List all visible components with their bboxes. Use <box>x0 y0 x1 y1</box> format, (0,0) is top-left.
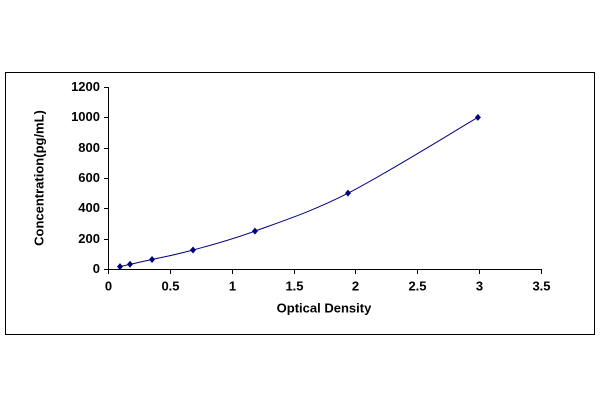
x-axis-title: Optical Density <box>277 300 372 315</box>
x-tick-label: 1.5 <box>285 278 303 293</box>
y-axis-title: Concentration(pg/mL) <box>31 110 46 246</box>
y-tick-label: 1000 <box>71 109 100 124</box>
y-tick-label: 800 <box>78 140 100 155</box>
y-tick-label: 1200 <box>71 79 100 94</box>
x-tick-label: 0.5 <box>161 278 179 293</box>
y-tick-label: 400 <box>78 200 100 215</box>
chart-frame <box>5 72 595 335</box>
x-tick-label: 3.5 <box>532 278 550 293</box>
data-point <box>474 113 481 121</box>
data-point <box>189 246 196 254</box>
x-tick-label: 2 <box>352 278 359 293</box>
y-tick-label: 200 <box>78 231 100 246</box>
data-point <box>117 263 124 271</box>
x-tick-label: 3 <box>476 278 483 293</box>
x-tick-label: 0 <box>105 278 112 293</box>
y-tick-label: 600 <box>78 170 100 185</box>
data-point <box>345 189 352 197</box>
data-point <box>149 256 156 264</box>
x-tick-label: 1 <box>229 278 236 293</box>
y-tick-label: 0 <box>93 261 100 276</box>
x-tick-label: 2.5 <box>408 278 426 293</box>
data-point <box>127 260 134 268</box>
data-point <box>251 227 258 235</box>
